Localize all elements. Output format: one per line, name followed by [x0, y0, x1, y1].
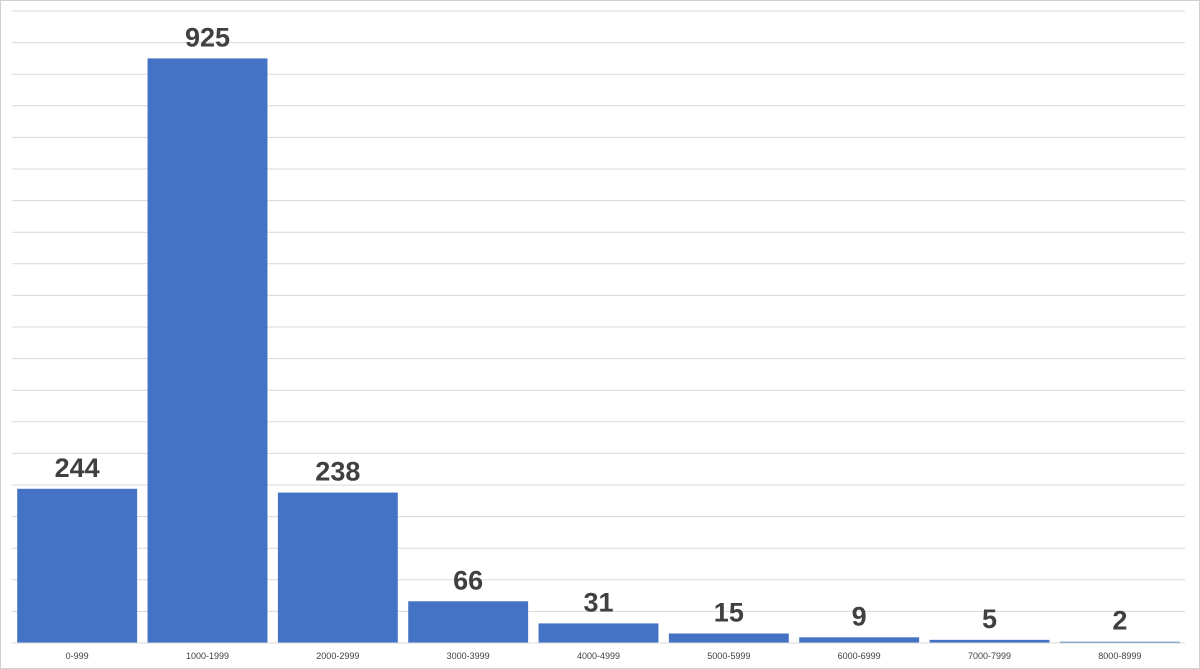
data-label: 15	[714, 598, 744, 628]
data-label: 925	[185, 22, 230, 52]
data-label: 9	[852, 601, 867, 631]
bar	[277, 492, 398, 643]
bar	[799, 637, 920, 643]
bar	[929, 639, 1050, 643]
bar	[408, 601, 529, 643]
data-label: 244	[55, 453, 100, 483]
x-tick-label: 5000-5999	[707, 651, 750, 661]
bar	[147, 58, 268, 643]
data-label: 31	[583, 587, 613, 617]
data-label: 5	[982, 604, 997, 634]
bar	[538, 623, 659, 643]
x-tick-label: 8000-8999	[1098, 651, 1141, 661]
x-tick-label: 3000-3999	[447, 651, 490, 661]
x-tick-label: 1000-1999	[186, 651, 229, 661]
bar	[1059, 641, 1180, 643]
bar	[668, 633, 789, 643]
x-tick-label: 0-999	[66, 651, 89, 661]
x-tick-label: 7000-7999	[968, 651, 1011, 661]
x-tick-label: 4000-4999	[577, 651, 620, 661]
x-tick-label: 6000-6999	[838, 651, 881, 661]
bar	[17, 488, 138, 643]
data-label: 238	[315, 457, 360, 487]
data-label: 66	[453, 565, 483, 595]
x-tick-label: 2000-2999	[316, 651, 359, 661]
data-label: 2	[1112, 606, 1127, 636]
